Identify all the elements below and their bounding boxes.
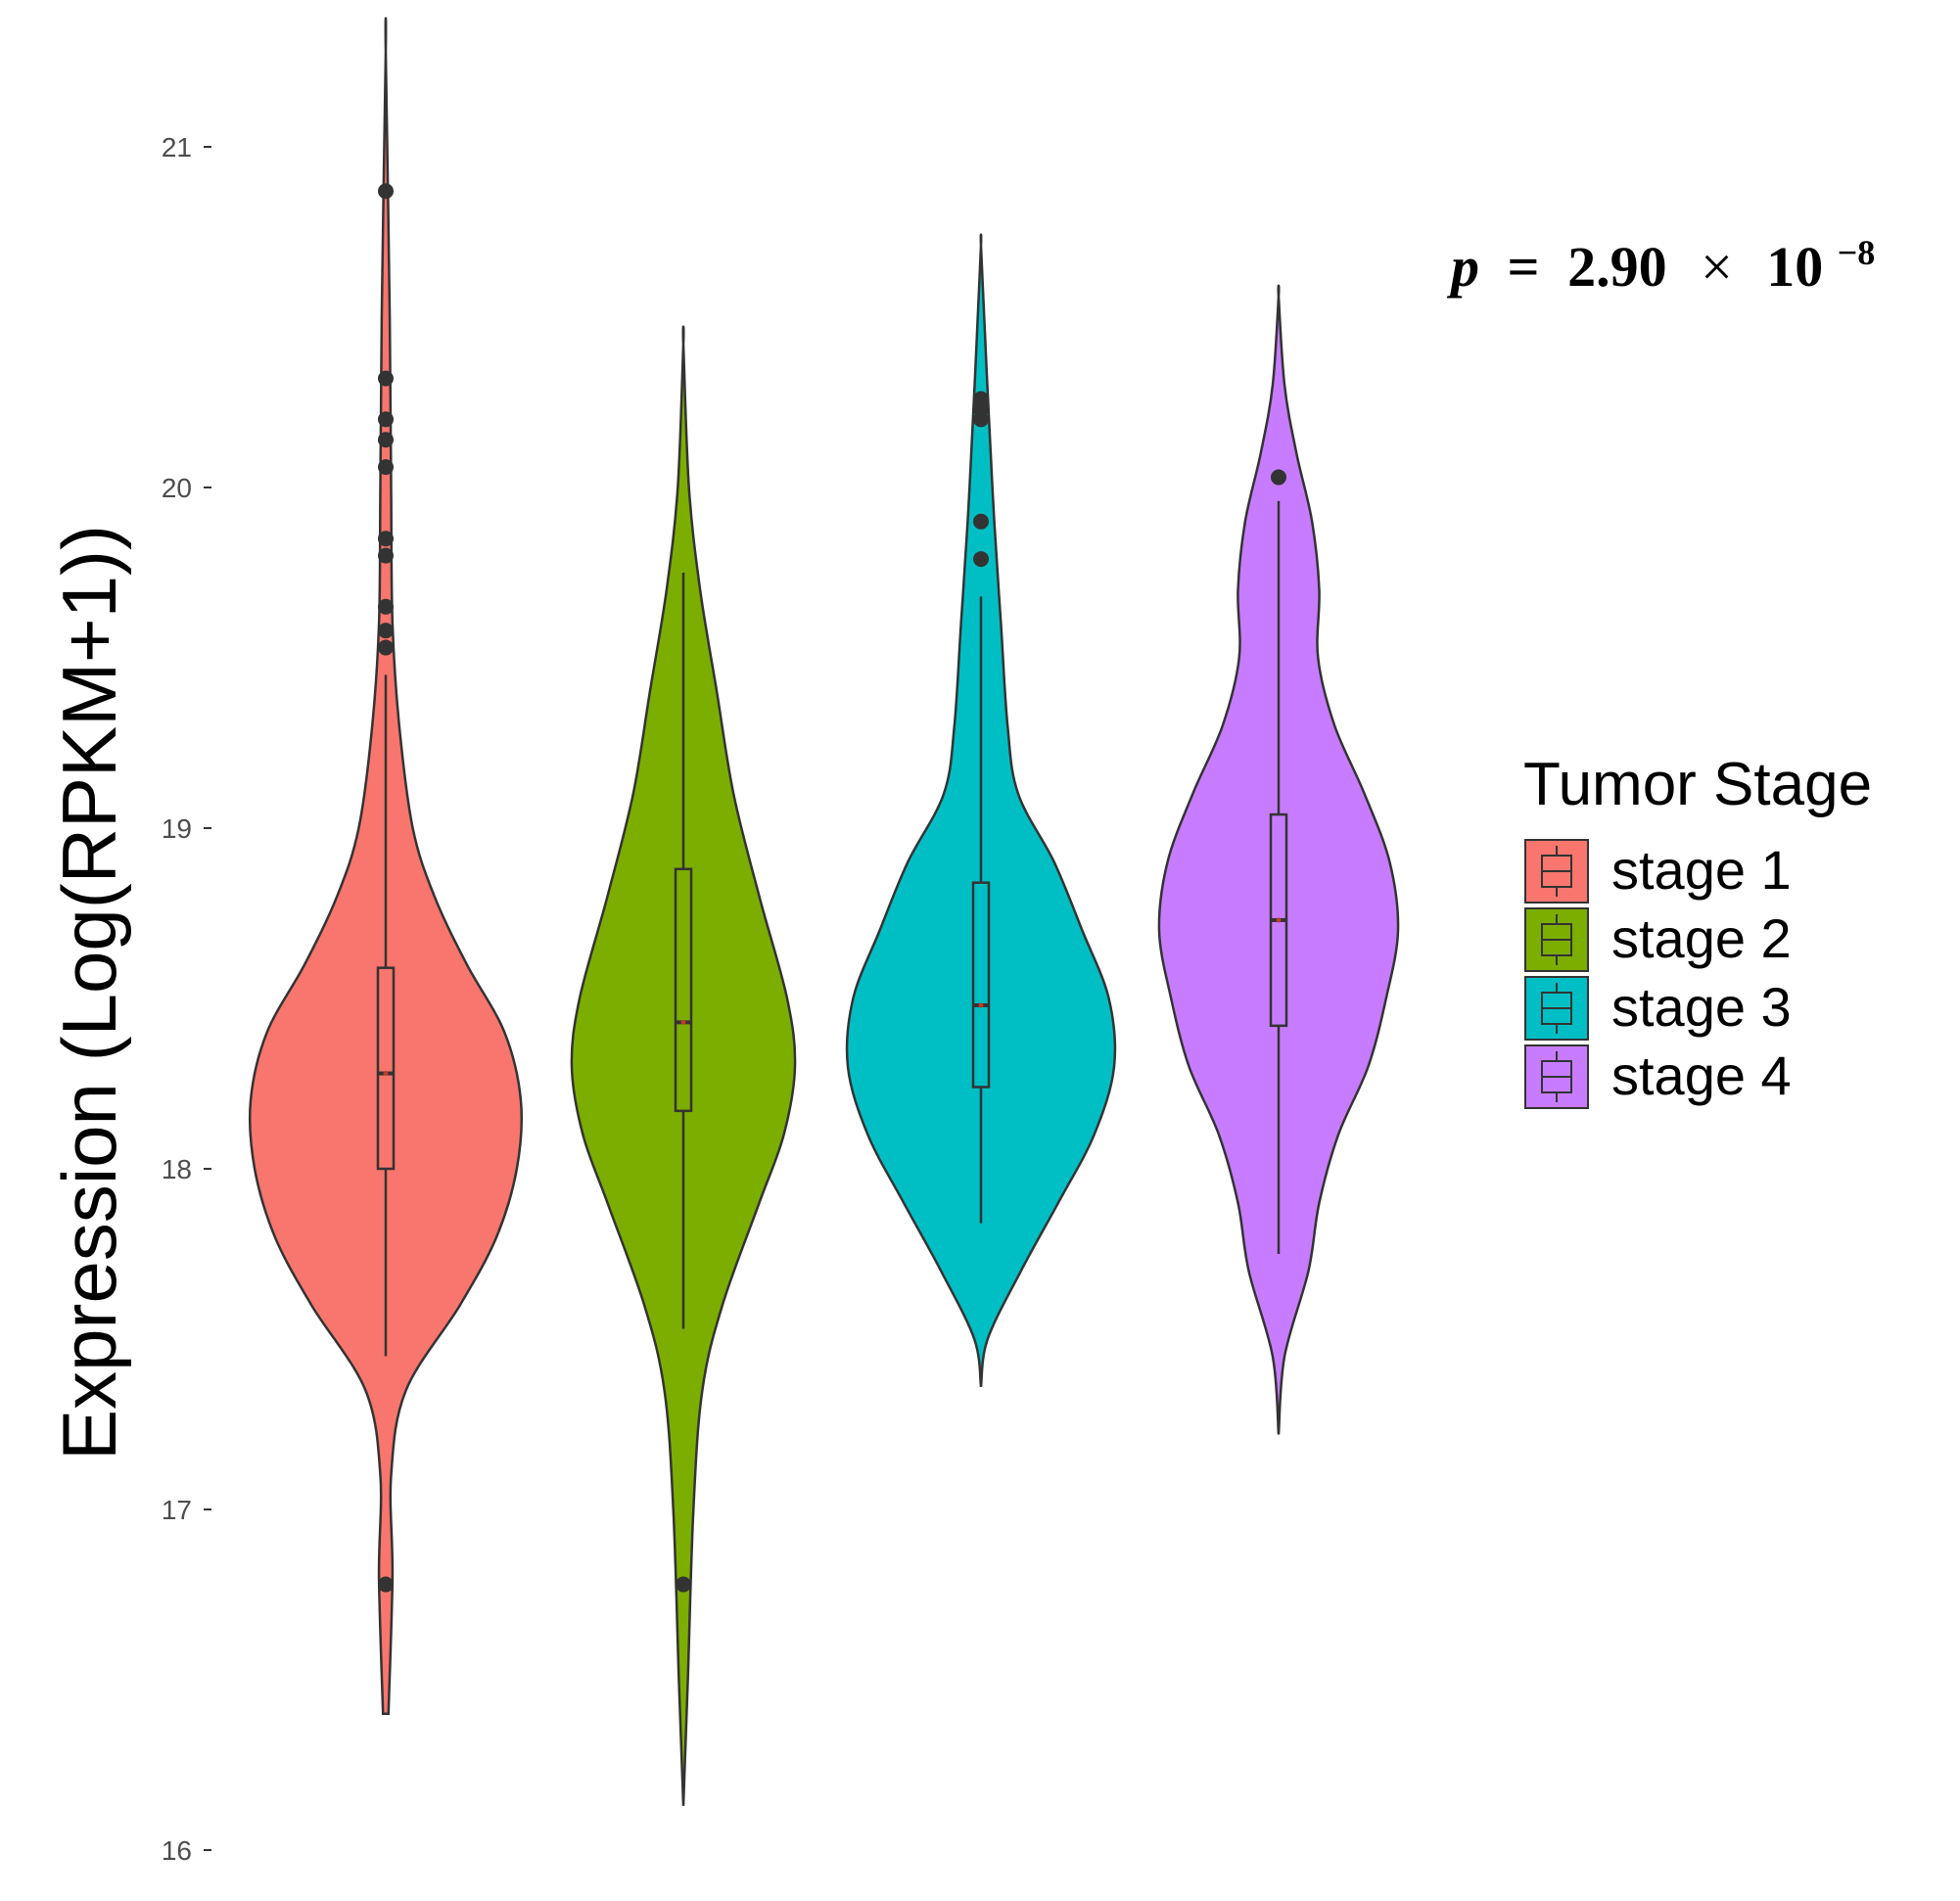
- y-tick-label: 17: [162, 1495, 192, 1525]
- legend-label: stage 3: [1611, 976, 1792, 1038]
- p-value-var: p: [1446, 235, 1479, 299]
- y-axis: 16 17 18 19 20 21: [162, 132, 211, 1866]
- legend-label: stage 1: [1611, 839, 1792, 901]
- legend-item-1: stage 1: [1524, 839, 1792, 904]
- legend-item-3: stage 3: [1524, 976, 1792, 1041]
- outlier-point: [676, 1576, 691, 1593]
- outlier-point: [1271, 469, 1286, 486]
- median-dot: [680, 1019, 686, 1025]
- violin-group-4: [1157, 284, 1400, 1435]
- legend-label: stage 2: [1611, 907, 1792, 969]
- box: [376, 966, 396, 1171]
- outlier-point: [378, 432, 394, 448]
- p-value-base: 10: [1766, 235, 1823, 299]
- p-value-times: ×: [1701, 235, 1733, 299]
- outlier-point: [973, 513, 989, 530]
- violin-group-1: [248, 17, 524, 1716]
- outlier-point: [378, 639, 394, 656]
- violin-group-3: [845, 233, 1117, 1387]
- legend-label: stage 4: [1611, 1044, 1792, 1106]
- violins: [248, 17, 1400, 1806]
- outlier-point: [378, 547, 394, 564]
- outlier-point: [378, 183, 394, 200]
- legend-title: Tumor Stage: [1523, 751, 1872, 818]
- median-dot: [1276, 917, 1282, 923]
- y-tick-label: 21: [162, 132, 192, 162]
- outlier-point: [378, 1576, 394, 1593]
- y-axis-label: Expression (Log(RPKM+1)): [46, 525, 132, 1461]
- y-tick-label: 16: [162, 1835, 192, 1866]
- legend-item-2: stage 2: [1524, 907, 1792, 972]
- outlier-point: [378, 370, 394, 387]
- legend-item-4: stage 4: [1524, 1044, 1792, 1109]
- outlier-point: [378, 598, 394, 615]
- outlier-point: [973, 411, 989, 428]
- p-value-annotation: p = 2.90 × 10 −8: [1446, 233, 1875, 299]
- median-dot: [978, 1002, 984, 1008]
- y-tick-label: 20: [162, 473, 192, 503]
- p-value-equals: =: [1508, 235, 1540, 299]
- outlier-point: [378, 531, 394, 547]
- outlier-point: [378, 411, 394, 428]
- y-tick-label: 18: [162, 1154, 192, 1184]
- p-value-exponent: −8: [1838, 233, 1876, 272]
- outlier-point: [378, 623, 394, 639]
- p-value-mantissa: 2.90: [1567, 235, 1667, 299]
- violin-group-2: [570, 325, 797, 1806]
- outlier-point: [973, 551, 989, 568]
- box: [674, 867, 693, 1113]
- y-tick-label: 19: [162, 813, 192, 844]
- box: [971, 881, 991, 1089]
- outlier-point: [378, 459, 394, 476]
- median-dot: [383, 1071, 389, 1077]
